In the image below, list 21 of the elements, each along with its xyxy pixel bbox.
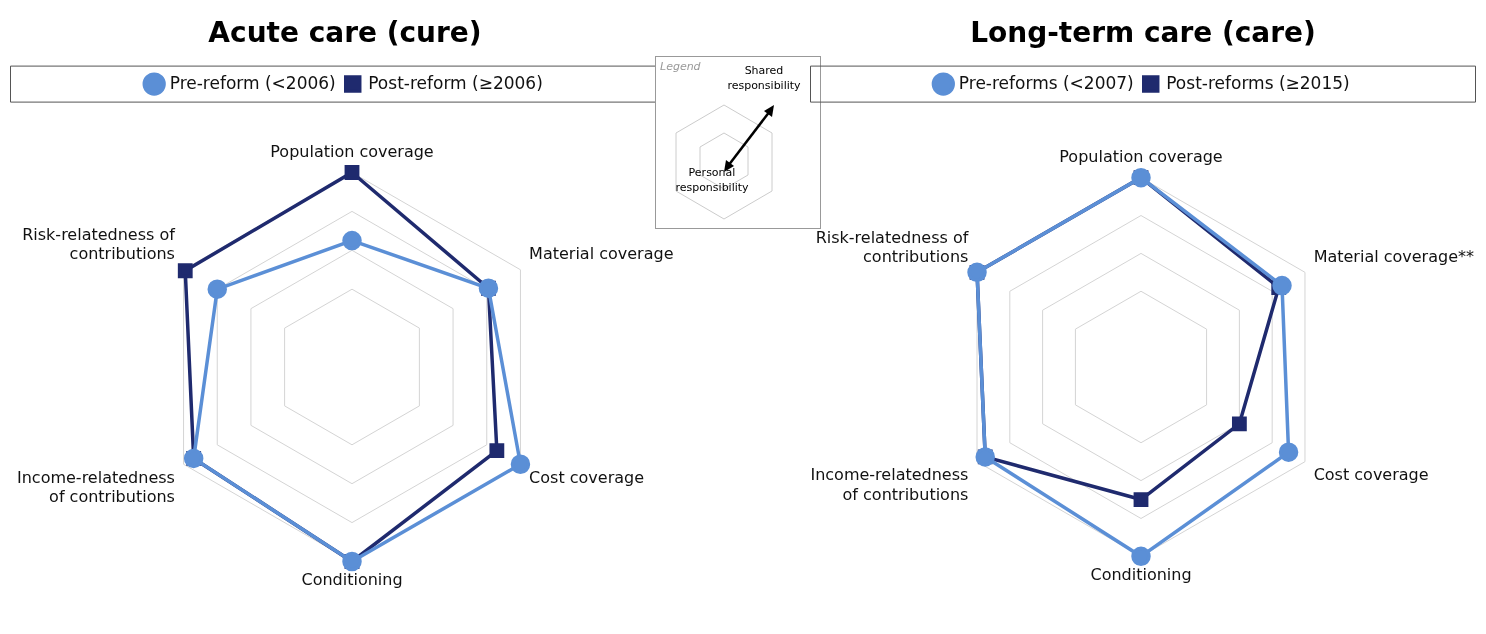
chart-title: Long-term care (care) [970, 16, 1316, 50]
spoke-label: Cost coverage [1313, 465, 1429, 485]
spoke-label: Population coverage [270, 142, 434, 162]
legend-label: Pre-reforms (<2007) [958, 72, 1134, 93]
text: Legend [660, 60, 701, 73]
spoke-label: Risk-relatedness of contributions [815, 227, 969, 266]
spoke-label: Income-relatedness of contributions [16, 468, 175, 507]
spoke-label: Conditioning [1090, 565, 1192, 585]
chart-title: Acute care (cure) [208, 16, 482, 50]
spoke-label: Cost coverage [529, 468, 645, 488]
spoke-label: Material coverage** [1313, 246, 1475, 266]
legend-label: Pre-reform (<2006) [169, 72, 336, 93]
spoke-label: Population coverage [1059, 147, 1223, 167]
legend-label: Post-reform (≥2006) [368, 72, 543, 93]
spoke-label: Risk-relatedness of contributions [22, 225, 176, 264]
legend-label: Post-reforms (≥2015) [1166, 72, 1350, 93]
spoke-label: Income-relatedness of contributions [810, 465, 969, 504]
spoke-label: Material coverage [529, 244, 674, 264]
text: Shared responsibility [726, 63, 802, 93]
spoke-label: Conditioning [301, 570, 403, 590]
text: Personal responsibility [674, 165, 750, 195]
